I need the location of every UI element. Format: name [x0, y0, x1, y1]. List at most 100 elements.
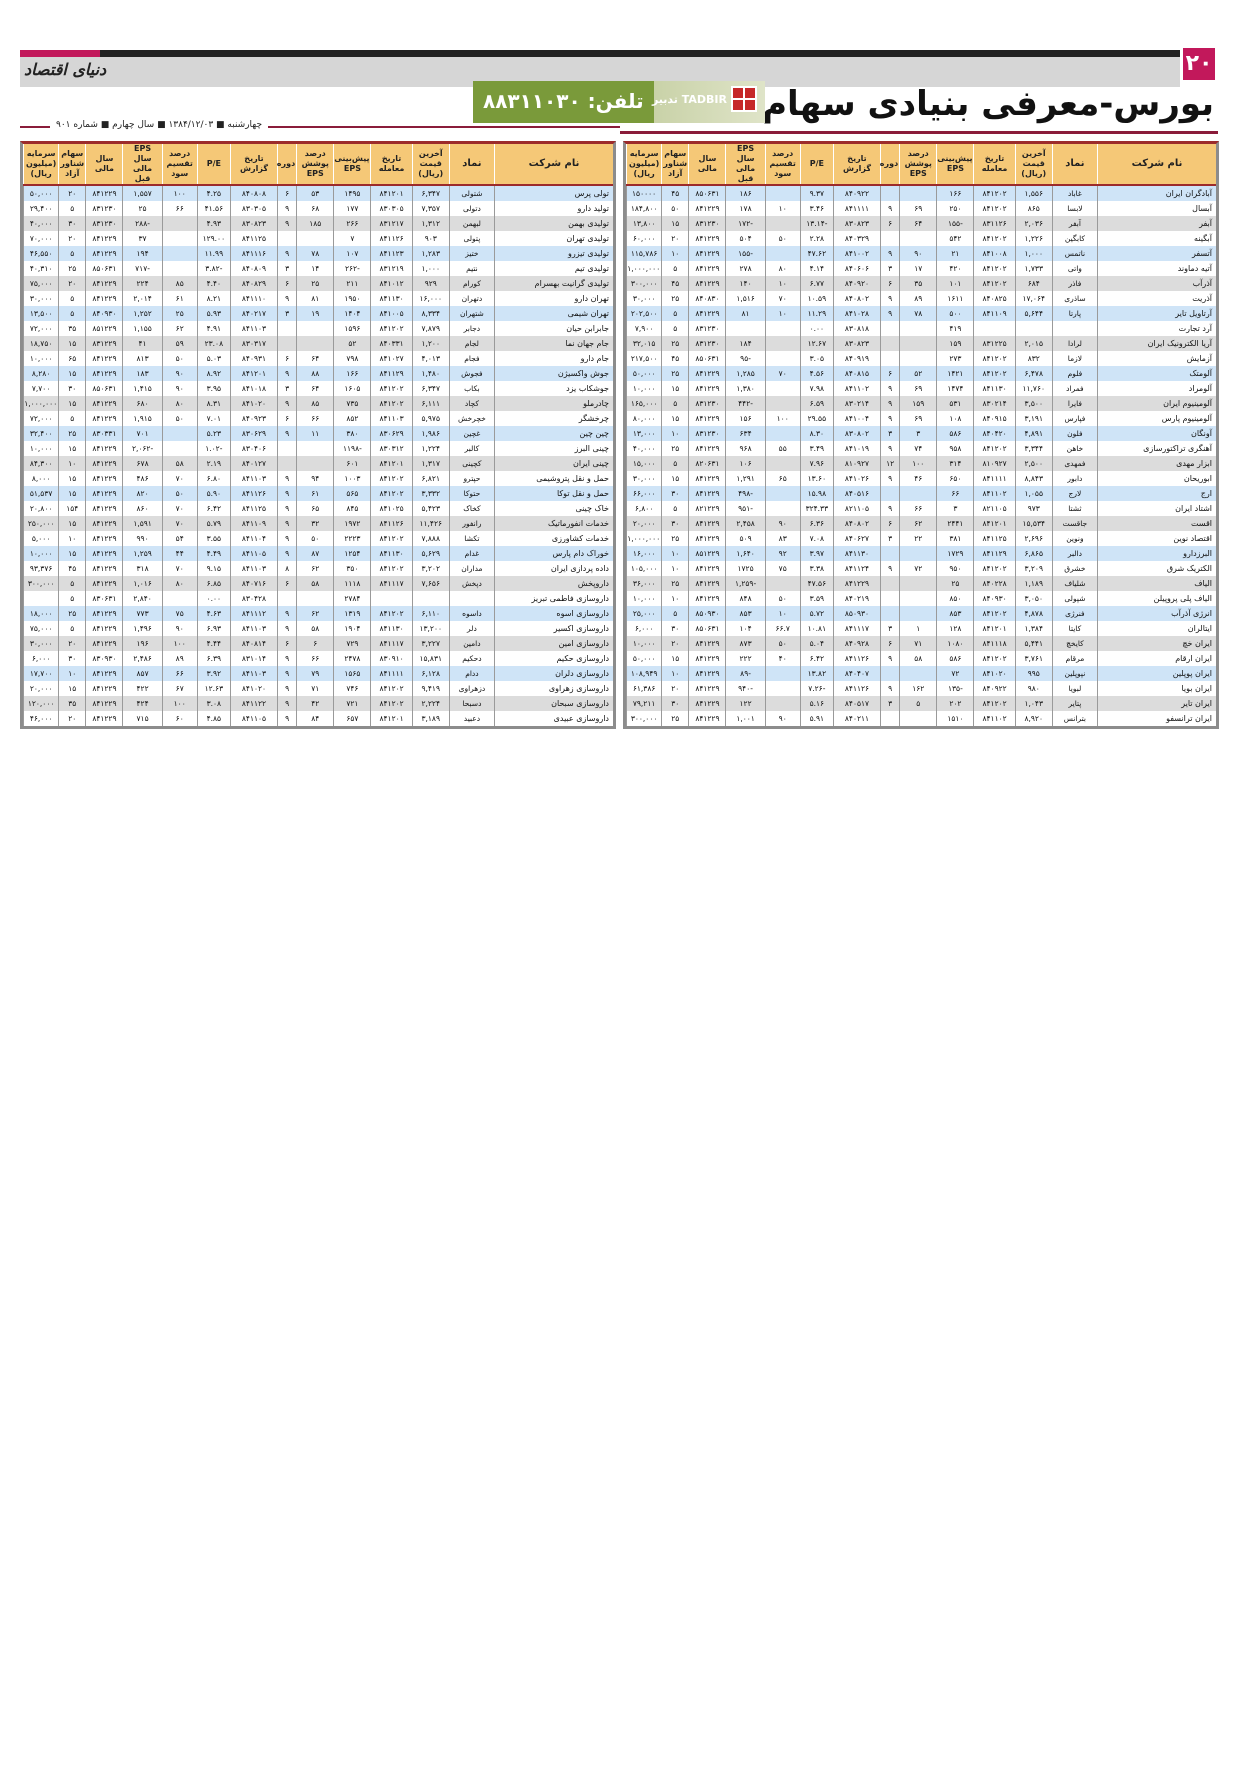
prev-eps-cell: ۱,۴۱۵	[122, 381, 163, 396]
dividend-pct-cell: ۵۴	[161, 531, 198, 546]
dividend-pct-cell: ۶۶.۷	[764, 621, 801, 636]
dividend-pct-cell	[764, 681, 801, 696]
symbol-cell: پارتا	[1051, 306, 1098, 321]
eps-forecast-cell: -۱۳۵	[936, 681, 974, 696]
fiscal-year-cell: ۸۴۱۲۲۹	[85, 531, 123, 546]
fiscal-year-cell: ۸۴۱۲۲۹	[688, 591, 726, 606]
sponsor-banner: تلفن: ۸۸۳۱۱۰۳۰ تدبیر TADBIR	[473, 81, 765, 123]
eps-forecast-cell: ۷	[333, 231, 371, 246]
eps-coverage-cell: ۶۸	[296, 201, 334, 216]
symbol-cell: کایخچ	[1051, 636, 1098, 651]
trade-date-cell: ۸۴۱۰۱۲	[370, 276, 413, 291]
company-name-cell: تهران دارو	[494, 291, 613, 306]
report-date-cell: ۸۴۰۹۲۰	[832, 276, 881, 291]
report-date-cell: ۸۴۱۱۲۶	[229, 486, 278, 501]
table-row: تولیدی تهران پتولی ۹۰۳ ۸۴۱۱۲۶ ۷ ۸۴۱۱۲۵ ۱۲۹.۰۰ ۳…	[22, 231, 613, 246]
free-float-cell: ۳۵	[58, 696, 86, 711]
last-price-cell: ۸۳۲	[1014, 351, 1053, 366]
table-row: ایران خچ کایخچ ۵,۴۴۱ ۸۴۱۱۱۸ ۱۰۸۰ ۷۱ ۶ ۸۴۰۹۲۸ ۵.۰…	[625, 636, 1216, 651]
period-cell: ۶	[880, 516, 900, 531]
report-date-cell: ۸۴۱۱۱۲	[229, 606, 278, 621]
eps-coverage-cell: ۱۰۰	[899, 456, 937, 471]
capital-cell: ۲۰۲,۵۰۰	[625, 306, 662, 321]
report-date-cell: ۸۴۱۰۲۰	[229, 396, 278, 411]
eps-coverage-cell: ۷۲	[899, 561, 937, 576]
symbol-cell: فاذر	[1051, 276, 1098, 291]
symbol-cell: دتهران	[448, 291, 495, 306]
company-name-cell: چین چین	[494, 426, 613, 441]
period-cell: ۹	[277, 531, 297, 546]
sponsor-name: تدبیر TADBIR	[651, 92, 727, 106]
report-date-cell: ۸۴۱۱۰۳	[229, 621, 278, 636]
eps-coverage-cell: ۶۲	[296, 561, 334, 576]
eps-forecast-cell: ۵۲	[333, 336, 371, 351]
column-header-eps-coverage: درصد پوشش EPS	[296, 144, 334, 186]
company-name-cell: آبسال	[1097, 201, 1216, 216]
eps-forecast-cell: ۸۴۵	[333, 501, 371, 516]
table-row: خوراک دام پارس غدام ۵,۶۲۹ ۸۴۱۱۳۰ ۱۲۵۴ ۸۷ ۹ ۸۴۱۱…	[22, 546, 613, 561]
pe-cell: ۴۷.۶۲	[799, 246, 834, 261]
pe-cell: ۳.۹۷	[799, 546, 834, 561]
trade-date-cell: ۸۴۰۸۲۵	[973, 291, 1016, 306]
pe-cell: ۴۷.۵۶	[799, 576, 834, 591]
dateline-rule	[20, 126, 620, 128]
eps-forecast-cell: ۷۳۵	[333, 396, 371, 411]
report-date-cell: ۸۴۱۱۰۵	[229, 546, 278, 561]
eps-coverage-cell: ۱۴	[296, 261, 334, 276]
free-float-cell: ۲۵	[58, 426, 86, 441]
trade-date-cell: ۸۴۱۲۰۲	[973, 561, 1016, 576]
pe-cell: ۵.۰۳	[196, 351, 231, 366]
company-name-cell: آبادگران ایران	[1097, 185, 1216, 201]
period-cell	[880, 591, 900, 606]
period-cell	[880, 336, 900, 351]
prev-eps-cell: ۱,۶۴۰	[725, 546, 766, 561]
eps-forecast-cell: ۶۰۱	[333, 456, 371, 471]
table-row: داروسازی اکسیر دلر ۱۳,۲۰۰ ۸۴۱۱۳۰ ۱۹۰۴ ۵۸ ۹ ۸۴۱۱…	[22, 621, 613, 636]
eps-forecast-cell: ۱۶۰۵	[333, 381, 371, 396]
free-float-cell: ۲۰	[661, 231, 689, 246]
table-row: الیاف شلیاف ۱,۱۸۹ ۸۴۰۲۲۸ ۲۵ ۸۴۱۲۲۹ ۴۷.۵۶ -۱,۲۵۹…	[625, 576, 1216, 591]
trade-date-cell: ۸۴۱۲۰۲	[370, 531, 413, 546]
last-price-cell: ۸,۳۳۴	[411, 306, 450, 321]
trade-date-cell: ۸۴۱۰۰۵	[370, 306, 413, 321]
capital-cell: ۱۱۵,۷۸۶	[625, 246, 662, 261]
table-row: آتیه دماوند واتی ۱,۷۳۳ ۸۴۱۲۰۲ ۴۲۰ ۱۷ ۳ ۸۴۰۶۰۶ ۴.…	[625, 261, 1216, 276]
dividend-pct-cell: ۷۰	[161, 516, 198, 531]
prev-eps-cell: ۸۱	[725, 306, 766, 321]
free-float-cell: ۳۰	[661, 486, 689, 501]
company-name-cell: آلومینیوم پارس	[1097, 411, 1216, 426]
fiscal-year-cell: ۸۴۱۲۲۹	[688, 666, 726, 681]
company-name-cell: ایتالران	[1097, 621, 1216, 636]
trade-date-cell: ۸۴۱۲۰۲	[973, 276, 1016, 291]
eps-coverage-cell	[899, 606, 937, 621]
report-date-cell: ۸۳۰۸۰۲	[832, 426, 881, 441]
eps-coverage-cell: ۷۱	[296, 681, 334, 696]
last-price-cell: ۶,۳۴۷	[411, 185, 450, 201]
eps-coverage-cell: ۵۲	[899, 366, 937, 381]
trade-date-cell: ۸۴۱۱۲۶	[370, 231, 413, 246]
fiscal-year-cell: ۸۴۱۲۲۹	[688, 201, 726, 216]
capital-cell: ۱۳,۰۰۰	[625, 426, 662, 441]
prev-eps-cell: ۴۸۶	[122, 471, 163, 486]
capital-cell: ۷۹,۲۱۱	[625, 696, 662, 711]
free-float-cell: ۱۰	[58, 531, 86, 546]
page-number: ۲۰	[1183, 48, 1215, 80]
period-cell: ۹	[277, 651, 297, 666]
symbol-cell: تکشا	[448, 531, 495, 546]
report-date-cell: ۸۱۰۹۲۷	[832, 456, 881, 471]
dividend-pct-cell: ۵۰	[161, 486, 198, 501]
period-cell: ۸	[277, 561, 297, 576]
eps-coverage-cell: ۶۶	[899, 501, 937, 516]
dividend-pct-cell: ۸۵	[161, 276, 198, 291]
period-cell	[880, 351, 900, 366]
fiscal-year-cell: ۸۴۱۲۲۹	[688, 516, 726, 531]
last-price-cell: ۲,۰۱۵	[1014, 336, 1053, 351]
dividend-pct-cell: ۵۰	[161, 411, 198, 426]
capital-cell: ۳۰۰,۰۰۰	[22, 576, 59, 591]
eps-coverage-cell: ۷۴	[899, 441, 937, 456]
prev-eps-cell: ۱,۱۵۵	[122, 321, 163, 336]
free-float-cell: ۱۵	[58, 681, 86, 696]
period-cell: ۹	[880, 471, 900, 486]
prev-eps-cell: ۸۱۳	[122, 351, 163, 366]
trade-date-cell: ۸۴۱۰۲۰	[973, 666, 1016, 681]
